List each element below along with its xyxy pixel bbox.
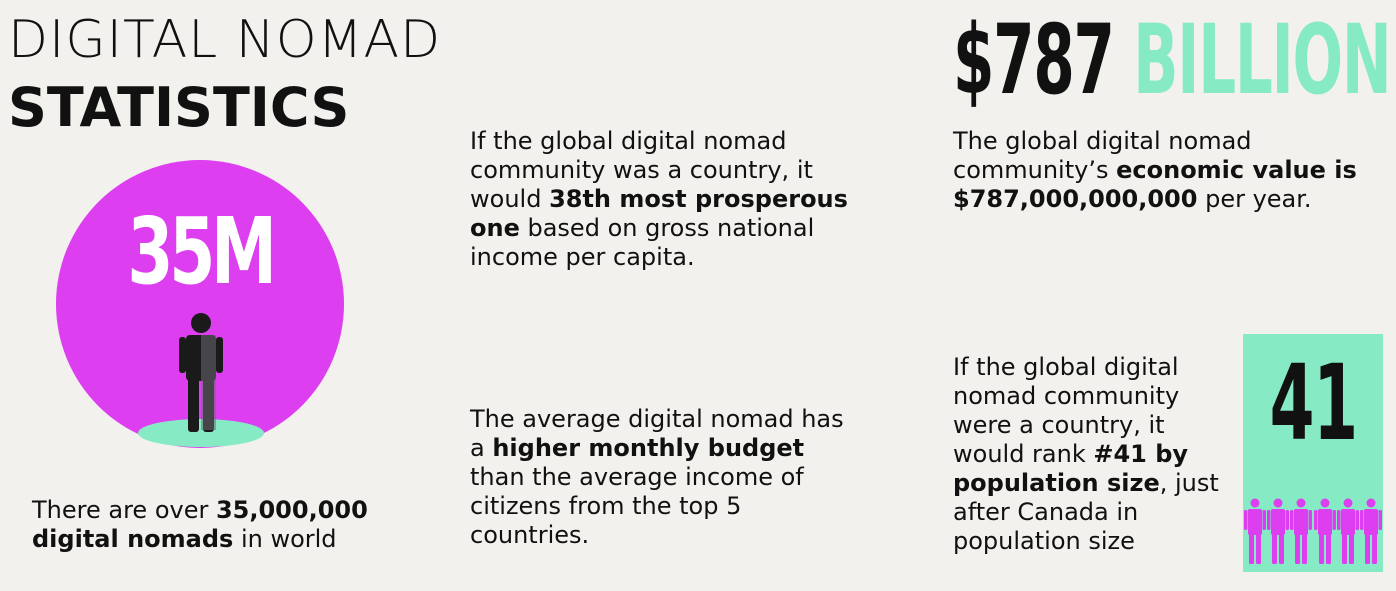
budget-text: The average digital nomad has a higher m… <box>470 405 850 550</box>
economic-text: The global digital nomad community’s eco… <box>953 127 1383 214</box>
gni-text-post: based on gross national income per capit… <box>470 214 815 271</box>
economic-text-post: per year. <box>1197 185 1312 213</box>
small-person-icon <box>1267 498 1290 564</box>
stat-35m-text: There are over 35,000,000 digital nomads… <box>32 496 412 554</box>
title-line-1: DIGITAL NOMAD <box>8 10 442 70</box>
person-icon <box>179 313 223 432</box>
economic-headline-unit: BILLION <box>1133 4 1391 116</box>
stat-35m-text-pre: There are over <box>32 496 216 524</box>
magenta-circle <box>56 160 344 448</box>
population-text-pre: If the global digital nomad community we… <box>953 353 1180 468</box>
economic-text-bold: economic value is $787,000,000,000 <box>953 156 1357 213</box>
gni-text-bold: 38th most prosperous one <box>470 185 848 242</box>
stat-35m-number: 35M <box>127 198 276 305</box>
small-person-icon <box>1244 498 1266 564</box>
stat-35m-text-bold: 35,000,000 digital nomads <box>32 496 368 553</box>
population-text-post: , just after Canada in population size <box>953 469 1219 555</box>
population-text-bold: #41 by population size <box>953 440 1189 497</box>
economic-headline-amount: $787 <box>953 4 1115 116</box>
budget-text-pre: The average digital nomad has a <box>470 405 844 462</box>
budget-text-bold: higher monthly budget <box>492 434 805 462</box>
population-rank-number: 41 <box>1269 342 1358 464</box>
small-person-icon <box>1290 498 1313 564</box>
economic-headline: $787 BILLION <box>953 4 1392 116</box>
budget-text-post: than the average income of citizens from… <box>470 463 804 549</box>
gni-text: If the global digital nomad community wa… <box>470 127 870 272</box>
people-icon-row <box>1244 498 1382 564</box>
small-person-icon <box>1336 498 1359 564</box>
small-person-icon <box>1359 498 1382 564</box>
economic-text-pre: The global digital nomad community’s <box>953 127 1252 184</box>
population-text: If the global digital nomad community we… <box>953 353 1223 556</box>
small-person-icon <box>1313 498 1336 564</box>
stat-35m-text-post: in world <box>233 525 337 553</box>
title-line-2: STATISTICS <box>8 76 350 139</box>
gni-text-pre: If the global digital nomad community wa… <box>470 127 813 213</box>
population-badge <box>1243 334 1383 572</box>
